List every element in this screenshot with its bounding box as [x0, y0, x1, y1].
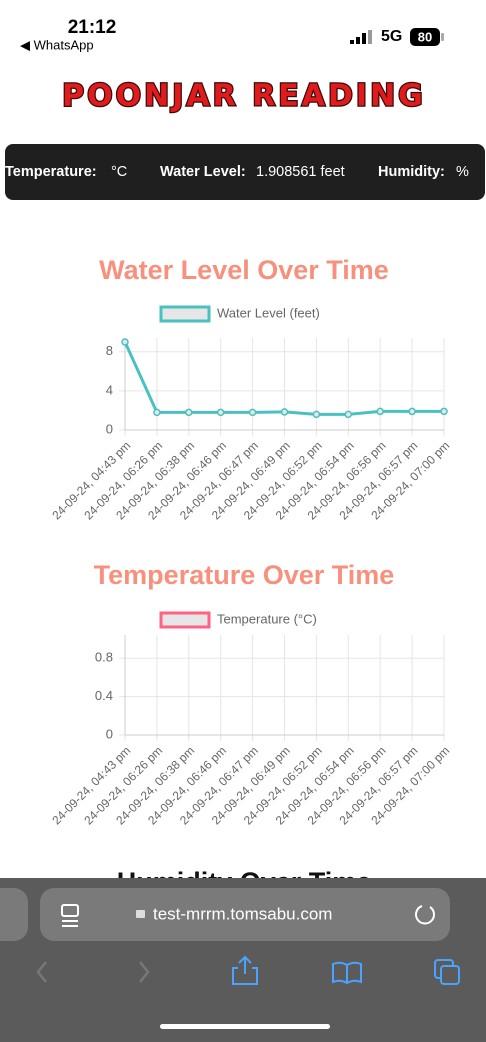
y-tick-label: 0.4 — [95, 688, 113, 703]
legend-swatch — [159, 305, 211, 323]
y-tick-label: 0 — [106, 421, 113, 436]
chart-title: Water Level Over Time — [99, 255, 389, 285]
battery-tip — [441, 33, 444, 41]
network-type: 5G — [381, 28, 402, 45]
data-point — [185, 408, 193, 417]
clock: 21:12 — [68, 17, 117, 38]
chart-title: Temperature Over Time — [94, 560, 395, 590]
data-point — [248, 408, 257, 417]
page-title: POONJAR READING — [62, 79, 426, 114]
legend-label: Temperature (°C) — [217, 611, 317, 626]
address-bar[interactable] — [40, 888, 450, 941]
data-point — [440, 407, 448, 416]
legend-label: Water Level (feet) — [217, 305, 320, 320]
back-to-app[interactable]: ◀ WhatsApp — [20, 37, 94, 52]
reload-icon[interactable] — [415, 905, 435, 925]
info-label: Temperature: — [5, 164, 97, 180]
info-value: % — [456, 164, 469, 180]
data-point — [153, 408, 161, 417]
data-point — [280, 408, 289, 416]
legend-swatch — [159, 611, 211, 629]
signal-icon — [350, 30, 372, 44]
y-tick-label: 4 — [106, 382, 113, 397]
data-point — [344, 410, 353, 419]
info-value: 1.908561 feet — [256, 164, 345, 180]
home-indicator — [160, 1024, 330, 1029]
battery-level: 80 — [418, 29, 432, 44]
y-tick-label: 8 — [106, 343, 113, 358]
charts: Water Level Over Time Water Level (feet) 0… — [49, 255, 452, 827]
y-tick-label: 0 — [106, 726, 113, 741]
share-button[interactable] — [232, 955, 258, 985]
info-label: Humidity: — [378, 164, 445, 180]
info-label: Water Level: — [160, 164, 246, 180]
info-value: °C — [111, 164, 127, 180]
previous-tab[interactable] — [0, 888, 28, 941]
y-tick-label: 0.8 — [95, 650, 113, 665]
battery-icon — [410, 28, 440, 46]
data-point — [408, 407, 416, 416]
url: test-mrrm.tomsabu.com — [153, 904, 332, 923]
data-point — [312, 410, 321, 419]
back-button[interactable] — [36, 961, 47, 983]
tabs-button[interactable] — [434, 959, 460, 985]
bookmarks-button[interactable] — [332, 961, 362, 985]
info-bar — [5, 144, 485, 200]
data-point — [121, 338, 129, 346]
lock-icon — [136, 910, 145, 918]
data-point — [376, 407, 384, 416]
forward-button[interactable] — [139, 961, 150, 983]
data-point — [216, 408, 225, 417]
reader-icon[interactable] — [61, 904, 79, 927]
